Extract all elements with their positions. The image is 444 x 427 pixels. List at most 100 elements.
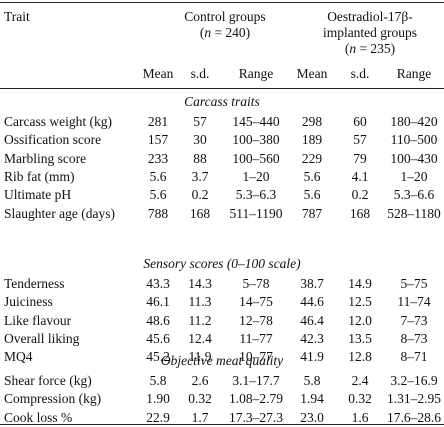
cell-oestradiol-range: 180–420 bbox=[390, 114, 438, 129]
cell-control-mean: 45.2 bbox=[146, 349, 170, 365]
oestradiol-groups-n: (n = 235) bbox=[344, 41, 396, 56]
cell-control-range: 12–78 bbox=[239, 312, 273, 328]
row-trait-label: Carcass weight (kg) bbox=[4, 114, 112, 129]
cell-oestradiol-range: 528–1180 bbox=[387, 205, 441, 221]
cell-oestradiol-range: 8–73 bbox=[400, 330, 428, 346]
cell-control-range: 11–77 bbox=[239, 330, 273, 346]
cell-oestradiol-mean: 44.6 bbox=[300, 294, 324, 310]
cell-control-sd: 2.6 bbox=[191, 373, 209, 388]
control-groups-n: (n = 240) bbox=[199, 25, 251, 40]
cell-oestradiol-range: 1.31–2.95 bbox=[387, 391, 441, 407]
cell-oestradiol-sd: 12.0 bbox=[348, 312, 372, 328]
cell-oestradiol-range: 1–20 bbox=[400, 168, 428, 184]
cell-control-sd: 11.9 bbox=[188, 349, 212, 365]
section-title: Carcass traits bbox=[184, 94, 260, 109]
cell-control-mean: 48.6 bbox=[146, 312, 170, 328]
subheader-control-range: Range bbox=[238, 66, 274, 81]
cell-control-sd: 30 bbox=[193, 132, 207, 148]
subheader-oestradiol-mean: Mean bbox=[296, 66, 328, 81]
cell-control-sd: 11.2 bbox=[188, 312, 212, 328]
row-trait-label: Ossification score bbox=[4, 132, 102, 148]
cell-oestradiol-mean: 787 bbox=[301, 205, 323, 221]
cell-oestradiol-sd: 60 bbox=[353, 114, 367, 129]
cell-control-range: 145–440 bbox=[232, 114, 280, 129]
cell-oestradiol-mean: 229 bbox=[301, 150, 323, 166]
section-title: Sensory scores (0–100 scale) bbox=[143, 256, 301, 271]
row-trait-label: Overall liking bbox=[4, 330, 80, 346]
cell-control-range: 100–560 bbox=[232, 150, 280, 166]
cell-oestradiol-mean: 23.0 bbox=[300, 409, 324, 425]
cell-oestradiol-mean: 42.3 bbox=[300, 330, 324, 346]
cell-oestradiol-sd: 12.8 bbox=[348, 349, 372, 365]
cell-oestradiol-sd: 1.6 bbox=[351, 409, 369, 425]
cell-control-sd: 12.4 bbox=[188, 330, 212, 346]
cell-oestradiol-mean: 298 bbox=[301, 114, 323, 129]
cell-control-mean: 5.6 bbox=[149, 168, 167, 184]
cell-control-sd: 88 bbox=[193, 150, 207, 166]
cell-oestradiol-range: 7–73 bbox=[400, 312, 428, 328]
cell-oestradiol-range: 8–71 bbox=[400, 349, 428, 365]
table-bottom-rule bbox=[0, 424, 444, 425]
cell-control-sd: 1.7 bbox=[191, 409, 209, 425]
cell-control-sd: 57 bbox=[193, 114, 207, 129]
cell-control-sd: 14.3 bbox=[188, 276, 212, 291]
cell-oestradiol-range: 11–74 bbox=[397, 294, 431, 310]
row-trait-label: MQ4 bbox=[4, 349, 33, 365]
cell-control-mean: 45.6 bbox=[146, 330, 170, 346]
cell-oestradiol-sd: 12.5 bbox=[348, 294, 372, 310]
cell-control-mean: 281 bbox=[147, 114, 169, 129]
cell-control-mean: 43.3 bbox=[146, 276, 170, 291]
header-rule bbox=[0, 88, 444, 89]
cell-control-sd: 168 bbox=[189, 205, 211, 221]
table-top-rule bbox=[0, 2, 444, 3]
cell-oestradiol-sd: 0.2 bbox=[351, 187, 369, 203]
row-trait-label: Cook loss % bbox=[4, 409, 73, 425]
cell-control-mean: 22.9 bbox=[146, 409, 170, 425]
cell-oestradiol-mean: 1.94 bbox=[300, 391, 324, 407]
cell-oestradiol-sd: 4.1 bbox=[351, 168, 369, 184]
subheader-oestradiol-range: Range bbox=[396, 66, 432, 81]
cell-control-range: 14–75 bbox=[239, 294, 273, 310]
cell-control-sd: 3.7 bbox=[191, 168, 209, 184]
row-trait-label: Rib fat (mm) bbox=[4, 168, 75, 184]
row-trait-label: Shear force (kg) bbox=[4, 373, 92, 388]
subheader-oestradiol-sd: s.d. bbox=[350, 66, 370, 81]
cell-control-range: 3.1–17.7 bbox=[232, 373, 280, 388]
control-groups-heading: Control groups bbox=[184, 9, 266, 24]
row-trait-label: Ultimate pH bbox=[4, 187, 72, 203]
cell-oestradiol-range: 5.3–6.6 bbox=[393, 187, 435, 203]
cell-oestradiol-sd: 79 bbox=[353, 150, 367, 166]
cell-control-mean: 233 bbox=[147, 150, 169, 166]
cell-control-mean: 1.90 bbox=[146, 391, 170, 407]
cell-control-sd: 11.3 bbox=[188, 294, 212, 310]
row-trait-label: Compression (kg) bbox=[4, 391, 102, 407]
cell-control-range: 17.3–27.3 bbox=[229, 409, 283, 425]
cell-control-range: 5.3–6.3 bbox=[235, 187, 277, 203]
cell-control-sd: 0.2 bbox=[191, 187, 209, 203]
cell-oestradiol-mean: 38.7 bbox=[300, 276, 324, 291]
cell-control-range: 5–78 bbox=[242, 276, 270, 291]
section-title: Objective meat quality bbox=[160, 353, 284, 368]
cell-oestradiol-range: 100–430 bbox=[390, 150, 438, 166]
subheader-control-sd: s.d. bbox=[190, 66, 210, 81]
cell-control-range: 100–380 bbox=[232, 132, 280, 148]
cell-control-mean: 5.8 bbox=[149, 373, 167, 388]
cell-oestradiol-range: 5–75 bbox=[400, 276, 428, 291]
cell-oestradiol-mean: 189 bbox=[301, 132, 323, 148]
cell-control-mean: 5.6 bbox=[149, 187, 167, 203]
cell-oestradiol-range: 110–500 bbox=[390, 132, 438, 148]
cell-oestradiol-sd: 168 bbox=[349, 205, 371, 221]
subheader-control-mean: Mean bbox=[142, 66, 174, 81]
cell-control-mean: 157 bbox=[147, 132, 169, 148]
row-trait-label: Like flavour bbox=[4, 312, 72, 328]
oestradiol-groups-heading-line2: implanted groups bbox=[322, 25, 418, 40]
cell-control-sd: 0.32 bbox=[188, 391, 212, 407]
cell-control-range: 1.08–2.79 bbox=[229, 391, 283, 407]
cell-oestradiol-sd: 2.4 bbox=[351, 373, 369, 388]
cell-control-range: 511–1190 bbox=[229, 205, 283, 221]
cell-oestradiol-sd: 14.9 bbox=[348, 276, 372, 291]
cell-oestradiol-mean: 5.6 bbox=[303, 187, 321, 203]
cell-oestradiol-mean: 46.4 bbox=[300, 312, 324, 328]
row-trait-label: Tenderness bbox=[4, 276, 65, 291]
